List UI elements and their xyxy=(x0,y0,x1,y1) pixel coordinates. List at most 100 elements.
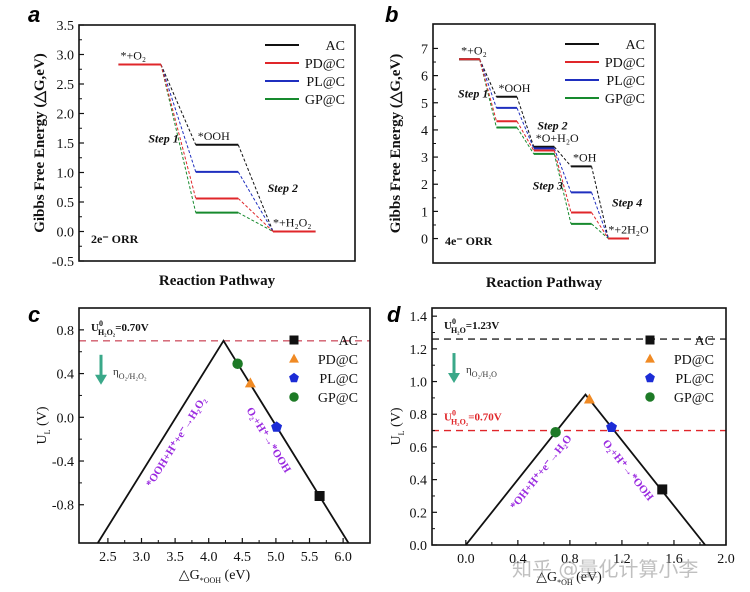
x-axis-title: Reaction Pathway xyxy=(159,273,276,289)
legend-marker xyxy=(289,353,299,363)
plot-content xyxy=(432,338,726,545)
y-tick-label: 1 xyxy=(421,205,428,220)
y-tick-label: 1.5 xyxy=(57,137,75,152)
panel-b: b 0 1 2 3 4 5 6 7 Gibbs Free Energy (△G,eV) Reacti… xyxy=(385,2,656,291)
transition-connector xyxy=(237,171,274,232)
legend-marker xyxy=(645,392,655,402)
legend-marker xyxy=(645,353,655,363)
transition-connector xyxy=(553,148,572,193)
y-tick-label: 2.0 xyxy=(57,108,75,123)
reaction-type-label: 4e⁻ ORR xyxy=(445,234,493,248)
legend-label: AC xyxy=(326,39,345,54)
transition-connector xyxy=(238,212,274,232)
y-tick-label: 0.8 xyxy=(410,408,428,423)
reference-line-label: U0 H₂O₂=0.70V xyxy=(91,319,149,337)
left-branch-reaction-label: *OOH+H⁺+e⁻→H₂O₂ xyxy=(144,395,209,490)
legend-marker xyxy=(645,372,655,383)
panel-letter: b xyxy=(385,2,398,27)
state-label: *+O₂ xyxy=(461,43,487,57)
x-tick-label: 3.5 xyxy=(166,550,184,565)
transition-connector xyxy=(160,64,197,145)
y-tick-label: 2 xyxy=(421,178,428,193)
plot-area-frame xyxy=(78,307,371,544)
step-label: Step 2 xyxy=(268,181,298,195)
data-point-ac xyxy=(657,484,668,495)
y-axis-title: Gibbs Free Energy (△G,eV) xyxy=(32,53,48,233)
x-tick-label: 4.0 xyxy=(200,550,218,565)
legend-label: GP@C xyxy=(674,391,714,406)
step-label: Step 1 xyxy=(148,132,178,146)
state-label: *+H₂O₂ xyxy=(273,216,311,230)
panel-letter: a xyxy=(28,2,40,27)
transition-connector xyxy=(591,192,609,239)
legend-marker xyxy=(645,335,655,345)
data-point-gp-c xyxy=(232,358,243,369)
y-tick-label: 0.0 xyxy=(410,539,428,554)
data-point-pd-c xyxy=(583,393,595,404)
y-tick-label: 0.8 xyxy=(57,324,75,339)
x-tick-label: 1.2 xyxy=(613,552,631,567)
x-axis-title: Reaction Pathway xyxy=(486,275,603,291)
state-label: *OOH xyxy=(198,129,230,143)
legend-label: AC xyxy=(695,334,714,349)
y-tick-label: 3.0 xyxy=(57,49,75,64)
y-axis-title: Gibbs Free Energy (△G,eV) xyxy=(388,54,404,234)
transition-connector xyxy=(553,146,572,167)
data-point-pl-c xyxy=(271,421,283,432)
transition-connector xyxy=(591,166,609,239)
data-point-pd-c xyxy=(244,377,256,388)
y-tick-label: -0.5 xyxy=(52,255,74,270)
legend-label: GP@C xyxy=(318,391,358,406)
transition-connector xyxy=(591,212,609,239)
x-tick-label: 0.8 xyxy=(561,552,579,567)
transition-connector xyxy=(160,64,197,199)
transition-connector xyxy=(160,64,197,213)
transition-connector xyxy=(479,59,497,97)
y-tick-label: 1.0 xyxy=(410,376,428,391)
legend-marker xyxy=(289,335,299,345)
y-tick-label: 0.2 xyxy=(410,506,428,521)
transition-connector xyxy=(160,64,197,173)
y-tick-label: 0 xyxy=(421,233,428,248)
state-label: *+O₂ xyxy=(120,49,146,63)
plot-content xyxy=(79,339,370,543)
y-tick-label: 1.2 xyxy=(410,343,428,358)
y-tick-label: 2.5 xyxy=(57,78,75,93)
overpotential-label: ηO₂/H₂O xyxy=(466,364,497,379)
transition-connector xyxy=(591,223,609,239)
step-label: Step 2 xyxy=(537,118,567,132)
reaction-type-label: 2e⁻ ORR xyxy=(91,232,139,246)
volcano-line xyxy=(465,393,706,545)
x-tick-label: 0.4 xyxy=(509,552,527,567)
y-tick-label: 3.5 xyxy=(57,19,75,34)
legend-label: PD@C xyxy=(605,56,645,71)
transition-connector xyxy=(237,144,274,232)
y-tick-label: 0.4 xyxy=(410,474,428,489)
transition-connector xyxy=(553,150,572,213)
overpotential-arrow-head xyxy=(448,373,460,384)
plot-area-frame xyxy=(431,307,727,546)
legend-label: PD@C xyxy=(305,57,345,72)
legend-label: PD@C xyxy=(674,353,714,368)
x-tick-label: 4.5 xyxy=(234,550,252,565)
transition-connector xyxy=(516,127,535,155)
legend-label: PL@C xyxy=(675,372,714,387)
left-branch-reaction-label: *OH+H⁺+e⁻→H₂O xyxy=(508,433,575,512)
x-tick-label: 3.0 xyxy=(133,550,151,565)
y-tick-label: 3 xyxy=(421,151,428,166)
y-axis-title: UL (V) xyxy=(389,407,406,445)
overpotential-arrow-head xyxy=(95,374,107,385)
panel-c: U0 H₂O₂=0.70V c -0.8 -0.4 0.0 0.4 0.8 2.5 3.0 3.5 4… xyxy=(28,302,371,585)
legend-label: PL@C xyxy=(606,74,645,89)
x-axis-title: △G*OH (eV) xyxy=(536,570,602,587)
transition-connector xyxy=(516,120,535,151)
y-tick-label: 0.0 xyxy=(57,226,75,241)
legend-marker xyxy=(289,392,299,402)
panel-d: U0 H₂O=1.23V U0 H₂O₂=0.70V d 0.0 0.2 0.4 0.6 0.8 1… xyxy=(387,302,735,587)
legend-label: GP@C xyxy=(305,93,345,108)
step-label: Step 4 xyxy=(612,195,642,209)
transition-connector xyxy=(237,198,274,232)
x-tick-label: 0.0 xyxy=(457,552,475,567)
x-tick-label: 2.5 xyxy=(99,550,117,565)
legend-label: GP@C xyxy=(605,92,645,107)
